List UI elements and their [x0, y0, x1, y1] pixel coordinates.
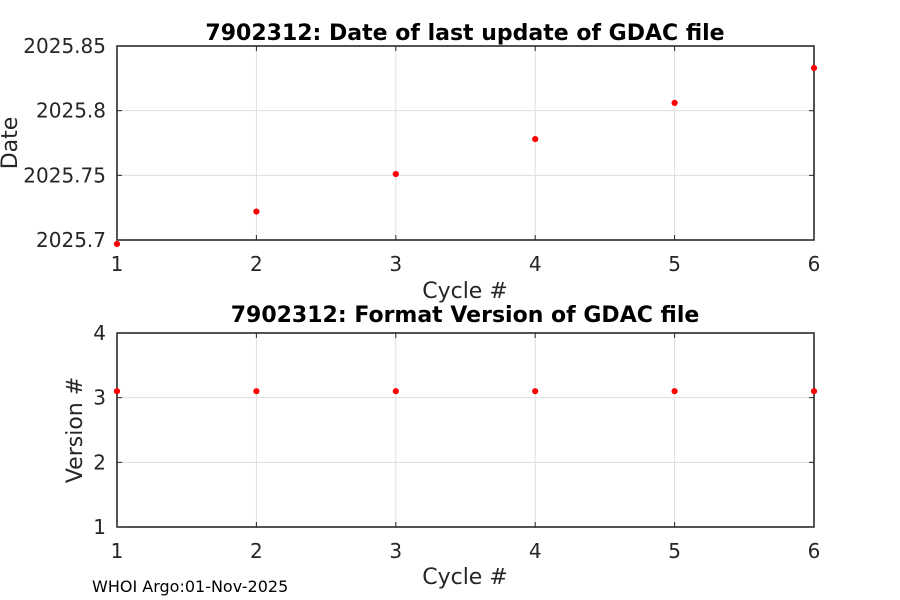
data-point	[392, 388, 399, 395]
data-point	[671, 388, 678, 395]
x-tick-label: 6	[808, 252, 821, 276]
plot-area-bottom: 1 2 3 4 5 6 1 2 3 4	[93, 321, 820, 563]
data-point	[532, 136, 539, 143]
chart-format-version: 7902312: Format Version of GDAC file Ver…	[63, 303, 820, 590]
chart-title: 7902312: Format Version of GDAC file	[231, 303, 700, 328]
plot-box	[116, 45, 815, 241]
x-tick-label: 6	[808, 539, 821, 563]
x-axis-label: Cycle #	[422, 279, 508, 304]
data-point	[810, 64, 818, 72]
x-tick-label: 2	[250, 252, 263, 276]
data-point	[253, 208, 260, 215]
data-point	[532, 388, 539, 395]
plot-area-top: 1 2 3 4 5 6 2025.7 2025.75 2025.8 2025.85	[23, 34, 820, 276]
y-tick-label: 2025.75	[23, 163, 106, 187]
data-point	[810, 388, 818, 395]
plot-box	[116, 332, 815, 528]
x-tick-label: 4	[529, 539, 542, 563]
chart-date-of-last-update: 7902312: Date of last update of GDAC fil…	[0, 21, 820, 304]
y-tick-label: 1	[93, 515, 106, 539]
y-tick-label: 3	[93, 386, 106, 410]
x-tick-label: 3	[389, 539, 402, 563]
x-tick-label: 3	[389, 252, 402, 276]
credit-text: WHOI Argo:01-Nov-2025	[92, 577, 288, 596]
data-point	[671, 99, 678, 107]
x-tick-label: 2	[250, 539, 263, 563]
data-point	[113, 240, 121, 247]
y-tick-label: 2	[93, 450, 106, 474]
y-tick-label: 2025.85	[23, 34, 106, 58]
y-tick-label: 2025.8	[36, 99, 106, 123]
x-tick-label: 5	[668, 539, 681, 563]
chart-title: 7902312: Date of last update of GDAC fil…	[205, 21, 724, 46]
x-tick-label: 5	[668, 252, 681, 276]
y-axis-label: Date	[0, 117, 23, 170]
x-tick-label: 4	[529, 252, 542, 276]
y-tick-label: 2025.7	[36, 228, 106, 252]
data-point	[253, 388, 260, 395]
data-point	[392, 170, 399, 178]
x-tick-label: 1	[111, 252, 124, 276]
y-axis-label: Version #	[63, 377, 88, 483]
x-axis-label: Cycle #	[422, 565, 508, 590]
data-point	[113, 388, 121, 395]
x-tick-label: 1	[111, 539, 124, 563]
y-tick-label: 4	[93, 321, 106, 345]
